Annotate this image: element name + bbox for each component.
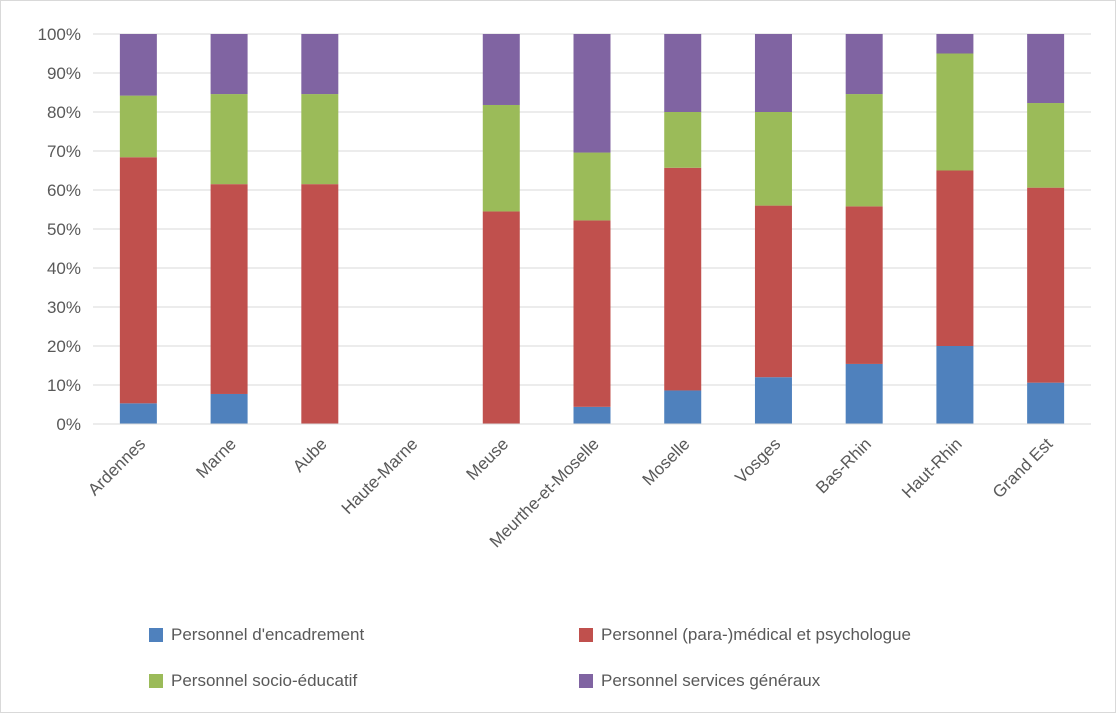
x-category-label: Marne <box>192 434 240 482</box>
legend-swatch <box>579 674 593 688</box>
bar-segment-2-1 <box>119 157 157 404</box>
bar-segment-4-2 <box>210 34 248 95</box>
y-tick-label: 80% <box>47 103 81 122</box>
y-tick-label: 50% <box>47 220 81 239</box>
y-tick-label: 60% <box>47 181 81 200</box>
bar-segment-3-5 <box>482 104 520 212</box>
y-tick-label: 100% <box>38 25 81 44</box>
bar-segment-4-7 <box>664 34 702 112</box>
y-tick-label: 90% <box>47 64 81 83</box>
bar-segment-2-9 <box>845 206 883 364</box>
bar-segment-4-11 <box>1027 34 1065 104</box>
bar-segment-4-3 <box>301 34 339 95</box>
bar-segment-2-7 <box>664 167 702 391</box>
bar-segment-1-8 <box>754 377 792 424</box>
y-tick-label: 40% <box>47 259 81 278</box>
bar-segment-1-2 <box>210 393 248 424</box>
x-category-label: Grand Est <box>989 434 1057 502</box>
y-tick-label: 10% <box>47 376 81 395</box>
bar-segment-1-11 <box>1027 382 1065 424</box>
bar-segment-4-1 <box>119 34 157 96</box>
bar-segment-1-6 <box>573 406 611 424</box>
bars <box>119 34 1065 424</box>
bar-segment-2-2 <box>210 184 248 394</box>
bar-segment-3-10 <box>936 53 974 171</box>
legend-label: Personnel (para-)médical et psychologue <box>601 625 911 644</box>
x-category-label: Meuse <box>463 434 513 484</box>
bar-segment-3-1 <box>119 95 157 158</box>
y-tick-label: 20% <box>47 337 81 356</box>
bar-segment-1-9 <box>845 363 883 424</box>
x-category-label: Vosges <box>731 434 784 487</box>
y-axis-tick-labels: 0% 10% 20% 30% 40% 50% 60% 70% 80% 90% 100% <box>38 25 81 434</box>
bar-segment-2-5 <box>482 211 520 424</box>
legend-swatch <box>149 628 163 642</box>
bar-segment-1-1 <box>119 403 157 424</box>
legend-swatch <box>149 674 163 688</box>
y-tick-label: 70% <box>47 142 81 161</box>
bar-segment-4-6 <box>573 34 611 153</box>
x-category-label: Haute-Marne <box>338 434 422 518</box>
x-category-label: Bas-Rhin <box>812 434 875 497</box>
legend-label: Personnel socio-éducatif <box>171 671 357 690</box>
bar-segment-1-7 <box>664 390 702 424</box>
bar-segment-2-8 <box>754 205 792 378</box>
bar-segment-4-10 <box>936 34 974 54</box>
bar-segment-3-9 <box>845 94 883 207</box>
bar-segment-2-10 <box>936 170 974 346</box>
bar-segment-2-3 <box>301 184 339 424</box>
y-tick-label: 30% <box>47 298 81 317</box>
x-category-label: Haut-Rhin <box>898 434 966 502</box>
legend-label: Personnel d'encadrement <box>171 625 364 644</box>
bar-segment-1-10 <box>936 346 974 424</box>
legend: Personnel d'encadrement Personnel (para-)… <box>149 625 911 690</box>
bar-segment-3-6 <box>573 152 611 221</box>
bar-segment-2-11 <box>1027 187 1065 383</box>
x-category-label: Ardennes <box>84 434 149 499</box>
bar-segment-3-8 <box>754 112 792 206</box>
x-axis-category-labels: Ardennes Marne Aube Haute-Marne MeuseMeurthe… <box>84 434 1056 551</box>
x-category-label: Aube <box>289 434 331 476</box>
legend-label: Personnel services généraux <box>601 671 821 690</box>
bar-segment-3-11 <box>1027 103 1065 188</box>
legend-swatch <box>579 628 593 642</box>
bar-segment-4-8 <box>754 34 792 112</box>
bar-segment-3-2 <box>210 94 248 185</box>
x-category-label: Moselle <box>639 434 694 489</box>
bar-segment-4-5 <box>482 34 520 105</box>
bar-segment-3-3 <box>301 94 339 185</box>
bar-segment-2-6 <box>573 220 611 407</box>
bar-segment-3-7 <box>664 112 702 168</box>
bar-segment-4-9 <box>845 34 883 95</box>
y-tick-label: 0% <box>56 415 81 434</box>
